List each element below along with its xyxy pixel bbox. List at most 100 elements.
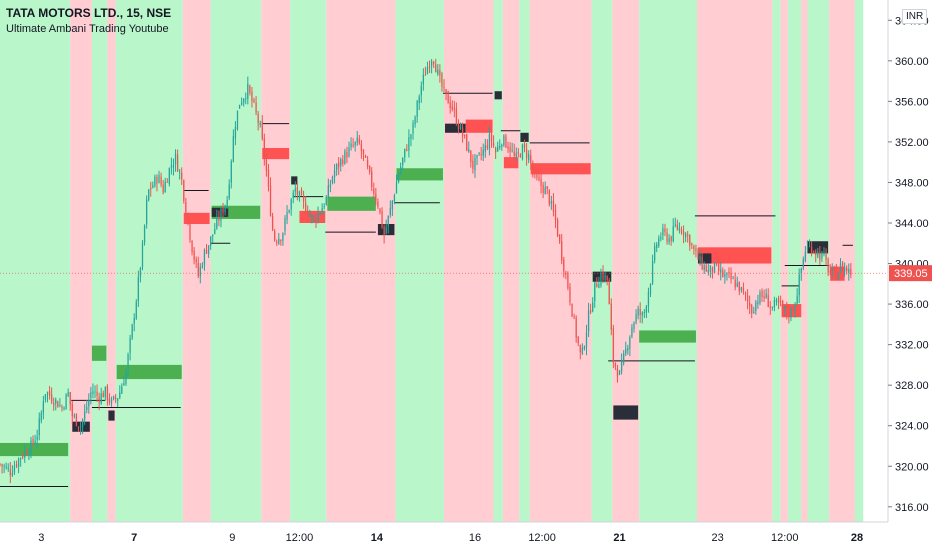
- candle-body: [261, 121, 263, 139]
- candle-body: [106, 386, 109, 400]
- candle-body: [713, 262, 716, 274]
- candle-body: [790, 307, 792, 318]
- candle-body: [439, 70, 441, 76]
- candle-body: [243, 98, 245, 103]
- candle-body: [676, 224, 678, 230]
- candle-body: [552, 200, 555, 212]
- candle-body: [813, 251, 815, 253]
- candle-body: [633, 322, 635, 329]
- candle-body: [22, 456, 24, 458]
- candle-body: [449, 102, 451, 108]
- x-tick-label: 7: [131, 532, 137, 544]
- x-tick-label: 9: [229, 532, 235, 544]
- candle-body: [623, 353, 625, 364]
- candle-body: [414, 117, 416, 125]
- candle-body: [24, 450, 26, 458]
- currency-button[interactable]: INR: [902, 9, 928, 24]
- candle-body: [222, 207, 224, 213]
- candle-body: [290, 199, 292, 210]
- candle-body: [596, 283, 598, 288]
- candle-body: [218, 217, 220, 221]
- candle-body: [143, 225, 146, 243]
- candle-body: [843, 267, 846, 272]
- candle-body: [369, 165, 371, 173]
- candle-body: [672, 226, 674, 242]
- candle-body: [711, 266, 714, 273]
- candle-body: [397, 174, 400, 183]
- candle-body: [691, 243, 693, 245]
- y-tick-label: 324.00: [895, 421, 929, 433]
- candle-body: [185, 201, 187, 216]
- candle-body: [641, 312, 643, 316]
- candle-body: [579, 345, 581, 353]
- candle-body: [44, 394, 47, 400]
- candle-body: [81, 419, 84, 427]
- candle-body: [393, 195, 396, 202]
- order-block-mitigated: [211, 207, 229, 217]
- candle-body: [344, 151, 346, 164]
- candle-body: [92, 391, 94, 394]
- candle-body: [333, 170, 336, 178]
- candle-body: [792, 307, 794, 311]
- candle-body: [614, 363, 617, 367]
- order-block-bull: [116, 364, 182, 380]
- candle-body: [212, 234, 214, 237]
- candle-body: [67, 391, 69, 397]
- candle-body: [193, 250, 195, 261]
- candle-body: [381, 210, 383, 228]
- candle-body: [267, 169, 270, 187]
- trend-zone-bull: [519, 0, 530, 522]
- candle-body: [422, 74, 424, 85]
- candle-body: [466, 134, 468, 151]
- candle-body: [356, 137, 358, 143]
- trend-zone-bear: [70, 0, 92, 522]
- candle-body: [697, 251, 699, 260]
- candle-body: [470, 150, 472, 163]
- candle-body: [364, 155, 367, 158]
- candle-body: [602, 270, 604, 280]
- candle-body: [810, 246, 813, 254]
- candle-body: [288, 209, 290, 213]
- candle-body: [441, 73, 443, 87]
- candle-body: [284, 218, 286, 232]
- trend-zone-bear: [612, 0, 640, 522]
- candle-body: [298, 191, 301, 197]
- candle-body: [573, 316, 575, 318]
- candle-body: [674, 224, 676, 226]
- candle-body: [447, 91, 449, 104]
- order-block-bull: [396, 168, 443, 181]
- candle-body: [327, 185, 329, 199]
- candle-body: [360, 143, 363, 152]
- candle-body: [784, 306, 786, 309]
- candle-body: [831, 268, 833, 271]
- candle-body: [63, 408, 65, 410]
- candle-body: [589, 310, 592, 313]
- order-block-mitigated: [698, 253, 712, 264]
- y-tick-label: 320.00: [895, 461, 929, 473]
- candle-body: [187, 213, 189, 223]
- candle-body: [604, 274, 606, 281]
- candle-body: [563, 259, 565, 272]
- candle-body: [280, 239, 282, 241]
- candle-body: [490, 133, 493, 142]
- candle-body: [833, 267, 835, 270]
- candle-body: [585, 332, 588, 348]
- candle-body: [532, 164, 534, 172]
- candle-body: [420, 86, 422, 96]
- candle-body: [42, 401, 45, 414]
- candle-body: [486, 145, 489, 148]
- candle-body: [796, 295, 798, 306]
- candle-body: [499, 146, 501, 148]
- candle-body: [377, 201, 379, 207]
- candle-body: [534, 170, 536, 173]
- candle-body: [594, 282, 596, 302]
- candle-body: [1, 464, 3, 467]
- candle-body: [286, 212, 288, 220]
- y-tick-label: 328.00: [895, 380, 929, 392]
- trend-zone-bear: [829, 0, 855, 522]
- candle-body: [197, 263, 199, 277]
- candle-body: [651, 261, 654, 284]
- candle-body: [282, 233, 284, 241]
